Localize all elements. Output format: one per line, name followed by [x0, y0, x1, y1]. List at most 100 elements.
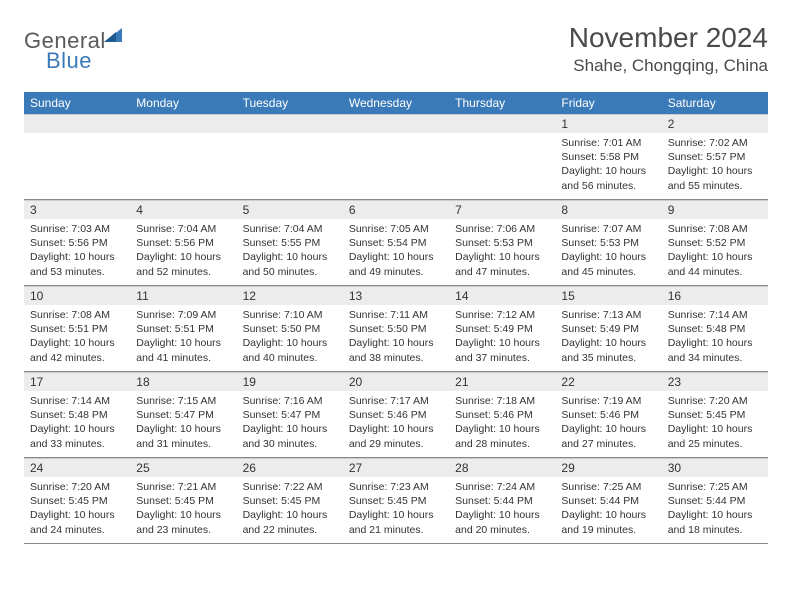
day-body: Sunrise: 7:10 AMSunset: 5:50 PMDaylight:…: [237, 305, 343, 369]
day-cell: 14Sunrise: 7:12 AMSunset: 5:49 PMDayligh…: [449, 286, 555, 372]
day-body: [343, 133, 449, 140]
day-body: Sunrise: 7:04 AMSunset: 5:56 PMDaylight:…: [130, 219, 236, 283]
sunrise-line: Sunrise: 7:08 AM: [668, 222, 762, 236]
brand-part2: Blue: [46, 48, 92, 73]
sunrise-line: Sunrise: 7:10 AM: [243, 308, 337, 322]
sunrise-line: Sunrise: 7:17 AM: [349, 394, 443, 408]
dow-header-cell: Thursday: [449, 92, 555, 114]
daylight-line: Daylight: 10 hours and 23 minutes.: [136, 508, 230, 536]
day-number: 13: [343, 286, 449, 305]
day-body: Sunrise: 7:04 AMSunset: 5:55 PMDaylight:…: [237, 219, 343, 283]
daylight-line: Daylight: 10 hours and 27 minutes.: [561, 422, 655, 450]
sunset-line: Sunset: 5:45 PM: [30, 494, 124, 508]
dow-header-cell: Wednesday: [343, 92, 449, 114]
day-cell: 19Sunrise: 7:16 AMSunset: 5:47 PMDayligh…: [237, 372, 343, 458]
day-cell: 11Sunrise: 7:09 AMSunset: 5:51 PMDayligh…: [130, 286, 236, 372]
daylight-line: Daylight: 10 hours and 31 minutes.: [136, 422, 230, 450]
sunrise-line: Sunrise: 7:04 AM: [243, 222, 337, 236]
day-body: Sunrise: 7:14 AMSunset: 5:48 PMDaylight:…: [662, 305, 768, 369]
day-body: Sunrise: 7:08 AMSunset: 5:52 PMDaylight:…: [662, 219, 768, 283]
day-number: [343, 114, 449, 133]
brand-text: General Blue: [24, 28, 128, 80]
day-number: 28: [449, 458, 555, 477]
day-number: 6: [343, 200, 449, 219]
day-body: Sunrise: 7:11 AMSunset: 5:50 PMDaylight:…: [343, 305, 449, 369]
daylight-line: Daylight: 10 hours and 56 minutes.: [561, 164, 655, 192]
sunset-line: Sunset: 5:49 PM: [561, 322, 655, 336]
daylight-line: Daylight: 10 hours and 49 minutes.: [349, 250, 443, 278]
sunrise-line: Sunrise: 7:22 AM: [243, 480, 337, 494]
day-cell: 28Sunrise: 7:24 AMSunset: 5:44 PMDayligh…: [449, 458, 555, 544]
day-cell: 1Sunrise: 7:01 AMSunset: 5:58 PMDaylight…: [555, 114, 661, 200]
day-cell: 8Sunrise: 7:07 AMSunset: 5:53 PMDaylight…: [555, 200, 661, 286]
day-number: 30: [662, 458, 768, 477]
day-body: Sunrise: 7:01 AMSunset: 5:58 PMDaylight:…: [555, 133, 661, 197]
day-cell: 30Sunrise: 7:25 AMSunset: 5:44 PMDayligh…: [662, 458, 768, 544]
day-body: Sunrise: 7:25 AMSunset: 5:44 PMDaylight:…: [662, 477, 768, 541]
sunrise-line: Sunrise: 7:16 AM: [243, 394, 337, 408]
day-number: 11: [130, 286, 236, 305]
sunset-line: Sunset: 5:46 PM: [455, 408, 549, 422]
calendar-page: General Blue November 2024 Shahe, Chongq…: [0, 0, 792, 544]
day-number: 29: [555, 458, 661, 477]
sunrise-line: Sunrise: 7:24 AM: [455, 480, 549, 494]
daylight-line: Daylight: 10 hours and 28 minutes.: [455, 422, 549, 450]
day-cell: 4Sunrise: 7:04 AMSunset: 5:56 PMDaylight…: [130, 200, 236, 286]
sunrise-line: Sunrise: 7:15 AM: [136, 394, 230, 408]
sunset-line: Sunset: 5:45 PM: [243, 494, 337, 508]
sunrise-line: Sunrise: 7:19 AM: [561, 394, 655, 408]
day-body: Sunrise: 7:21 AMSunset: 5:45 PMDaylight:…: [130, 477, 236, 541]
day-cell: 25Sunrise: 7:21 AMSunset: 5:45 PMDayligh…: [130, 458, 236, 544]
day-number: 27: [343, 458, 449, 477]
sunset-line: Sunset: 5:44 PM: [561, 494, 655, 508]
day-cell: 9Sunrise: 7:08 AMSunset: 5:52 PMDaylight…: [662, 200, 768, 286]
daylight-line: Daylight: 10 hours and 24 minutes.: [30, 508, 124, 536]
sunrise-line: Sunrise: 7:07 AM: [561, 222, 655, 236]
day-body: [130, 133, 236, 140]
day-cell: 17Sunrise: 7:14 AMSunset: 5:48 PMDayligh…: [24, 372, 130, 458]
day-number: 1: [555, 114, 661, 133]
sunset-line: Sunset: 5:45 PM: [668, 408, 762, 422]
sunrise-line: Sunrise: 7:09 AM: [136, 308, 230, 322]
sunrise-line: Sunrise: 7:23 AM: [349, 480, 443, 494]
day-body: Sunrise: 7:09 AMSunset: 5:51 PMDaylight:…: [130, 305, 236, 369]
daylight-line: Daylight: 10 hours and 29 minutes.: [349, 422, 443, 450]
day-cell: 7Sunrise: 7:06 AMSunset: 5:53 PMDaylight…: [449, 200, 555, 286]
location-label: Shahe, Chongqing, China: [569, 56, 768, 76]
day-body: Sunrise: 7:25 AMSunset: 5:44 PMDaylight:…: [555, 477, 661, 541]
dow-header-cell: Tuesday: [237, 92, 343, 114]
daylight-line: Daylight: 10 hours and 41 minutes.: [136, 336, 230, 364]
day-cell: 20Sunrise: 7:17 AMSunset: 5:46 PMDayligh…: [343, 372, 449, 458]
daylight-line: Daylight: 10 hours and 45 minutes.: [561, 250, 655, 278]
day-number: 5: [237, 200, 343, 219]
sunset-line: Sunset: 5:46 PM: [349, 408, 443, 422]
daylight-line: Daylight: 10 hours and 30 minutes.: [243, 422, 337, 450]
sunset-line: Sunset: 5:50 PM: [349, 322, 443, 336]
day-number: 10: [24, 286, 130, 305]
day-body: Sunrise: 7:24 AMSunset: 5:44 PMDaylight:…: [449, 477, 555, 541]
sunset-line: Sunset: 5:51 PM: [136, 322, 230, 336]
sunset-line: Sunset: 5:48 PM: [30, 408, 124, 422]
calendar: SundayMondayTuesdayWednesdayThursdayFrid…: [24, 92, 768, 544]
day-number: [237, 114, 343, 133]
sunset-line: Sunset: 5:46 PM: [561, 408, 655, 422]
sunrise-line: Sunrise: 7:06 AM: [455, 222, 549, 236]
day-cell: 24Sunrise: 7:20 AMSunset: 5:45 PMDayligh…: [24, 458, 130, 544]
brand-sail-icon: [104, 22, 126, 48]
day-cell: [449, 114, 555, 200]
day-cell: 18Sunrise: 7:15 AMSunset: 5:47 PMDayligh…: [130, 372, 236, 458]
page-header: General Blue November 2024 Shahe, Chongq…: [24, 22, 768, 80]
sunset-line: Sunset: 5:50 PM: [243, 322, 337, 336]
day-number: 9: [662, 200, 768, 219]
day-number: 26: [237, 458, 343, 477]
day-body: Sunrise: 7:18 AMSunset: 5:46 PMDaylight:…: [449, 391, 555, 455]
sunset-line: Sunset: 5:56 PM: [136, 236, 230, 250]
day-body: Sunrise: 7:22 AMSunset: 5:45 PMDaylight:…: [237, 477, 343, 541]
day-cell: [130, 114, 236, 200]
daylight-line: Daylight: 10 hours and 25 minutes.: [668, 422, 762, 450]
day-cell: [343, 114, 449, 200]
day-body: Sunrise: 7:07 AMSunset: 5:53 PMDaylight:…: [555, 219, 661, 283]
day-body: [449, 133, 555, 140]
day-number: 2: [662, 114, 768, 133]
sunrise-line: Sunrise: 7:11 AM: [349, 308, 443, 322]
